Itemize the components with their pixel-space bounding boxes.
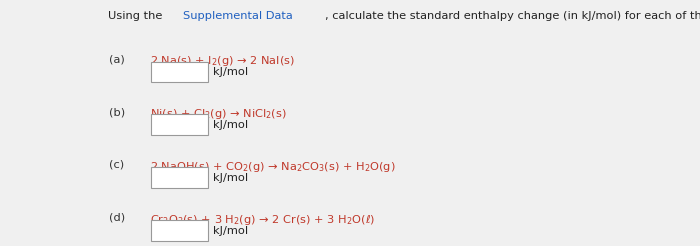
Text: kJ/mol: kJ/mol (214, 173, 248, 183)
Text: , calculate the standard enthalpy change (in kJ/mol) for each of the following r: , calculate the standard enthalpy change… (325, 11, 700, 21)
FancyBboxPatch shape (150, 167, 208, 188)
Text: Cr$_2$O$_3$(s) + 3 H$_2$(g) → 2 Cr(s) + 3 H$_2$O(ℓ): Cr$_2$O$_3$(s) + 3 H$_2$(g) → 2 Cr(s) + … (150, 213, 376, 227)
Text: Using the: Using the (108, 11, 167, 21)
FancyBboxPatch shape (150, 114, 208, 135)
Text: 2 NaOH(s) + CO$_2$(g) → Na$_2$CO$_3$(s) + H$_2$O(g): 2 NaOH(s) + CO$_2$(g) → Na$_2$CO$_3$(s) … (150, 160, 396, 174)
Text: kJ/mol: kJ/mol (214, 67, 248, 77)
Text: kJ/mol: kJ/mol (214, 120, 248, 130)
Text: Supplemental Data: Supplemental Data (183, 11, 293, 21)
Text: kJ/mol: kJ/mol (214, 226, 248, 236)
Text: 2 Na(s) + I$_2$(g) → 2 NaI(s): 2 Na(s) + I$_2$(g) → 2 NaI(s) (150, 54, 295, 68)
Text: Ni(s) + Cl$_2$(g) → NiCl$_2$(s): Ni(s) + Cl$_2$(g) → NiCl$_2$(s) (150, 107, 287, 121)
Text: (d): (d) (108, 213, 125, 223)
Text: (b): (b) (108, 107, 125, 117)
FancyBboxPatch shape (150, 62, 208, 82)
Text: (c): (c) (108, 160, 124, 170)
Text: (a): (a) (108, 54, 125, 64)
FancyBboxPatch shape (150, 220, 208, 241)
